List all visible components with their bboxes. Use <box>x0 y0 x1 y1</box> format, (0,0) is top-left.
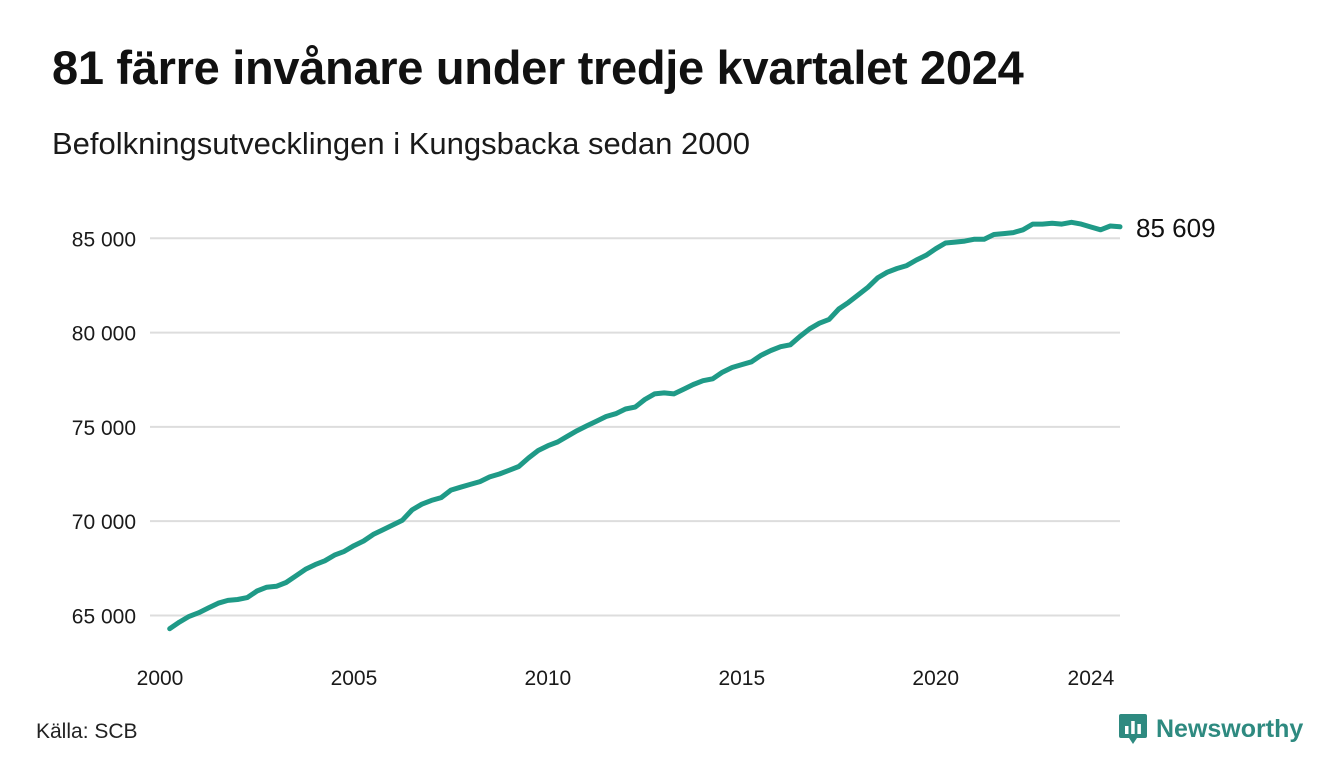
brand-logo: Newsworthy <box>1118 712 1303 746</box>
y-axis-ticks: 65 000 70 000 75 000 80 000 85 000 <box>72 228 136 628</box>
x-tick-label: 2005 <box>331 667 378 690</box>
newsworthy-logo-icon <box>1119 714 1147 744</box>
brand-name: Newsworthy <box>1156 714 1304 743</box>
y-tick-label: 65 000 <box>72 605 136 628</box>
chart-title: 81 färre invånare under tredje kvartalet… <box>52 41 1024 94</box>
x-tick-label: 2000 <box>137 667 184 690</box>
y-tick-label: 80 000 <box>72 323 136 346</box>
y-tick-label: 75 000 <box>72 417 136 440</box>
end-value-label: 85 609 <box>1136 213 1216 243</box>
x-tick-label: 2024 <box>1068 667 1115 690</box>
x-tick-label: 2010 <box>525 667 572 690</box>
y-tick-label: 70 000 <box>72 511 136 534</box>
chart-subtitle: Befolkningsutvecklingen i Kungsbacka sed… <box>52 126 750 161</box>
gridlines <box>150 237 1120 617</box>
x-axis-ticks: 2000 2005 2010 2015 2020 2024 <box>137 667 1115 690</box>
population-line <box>167 219 1123 632</box>
source-note: Källa: SCB <box>36 720 138 743</box>
x-tick-label: 2020 <box>912 667 959 690</box>
x-tick-label: 2015 <box>718 667 765 690</box>
y-tick-label: 85 000 <box>72 228 136 251</box>
